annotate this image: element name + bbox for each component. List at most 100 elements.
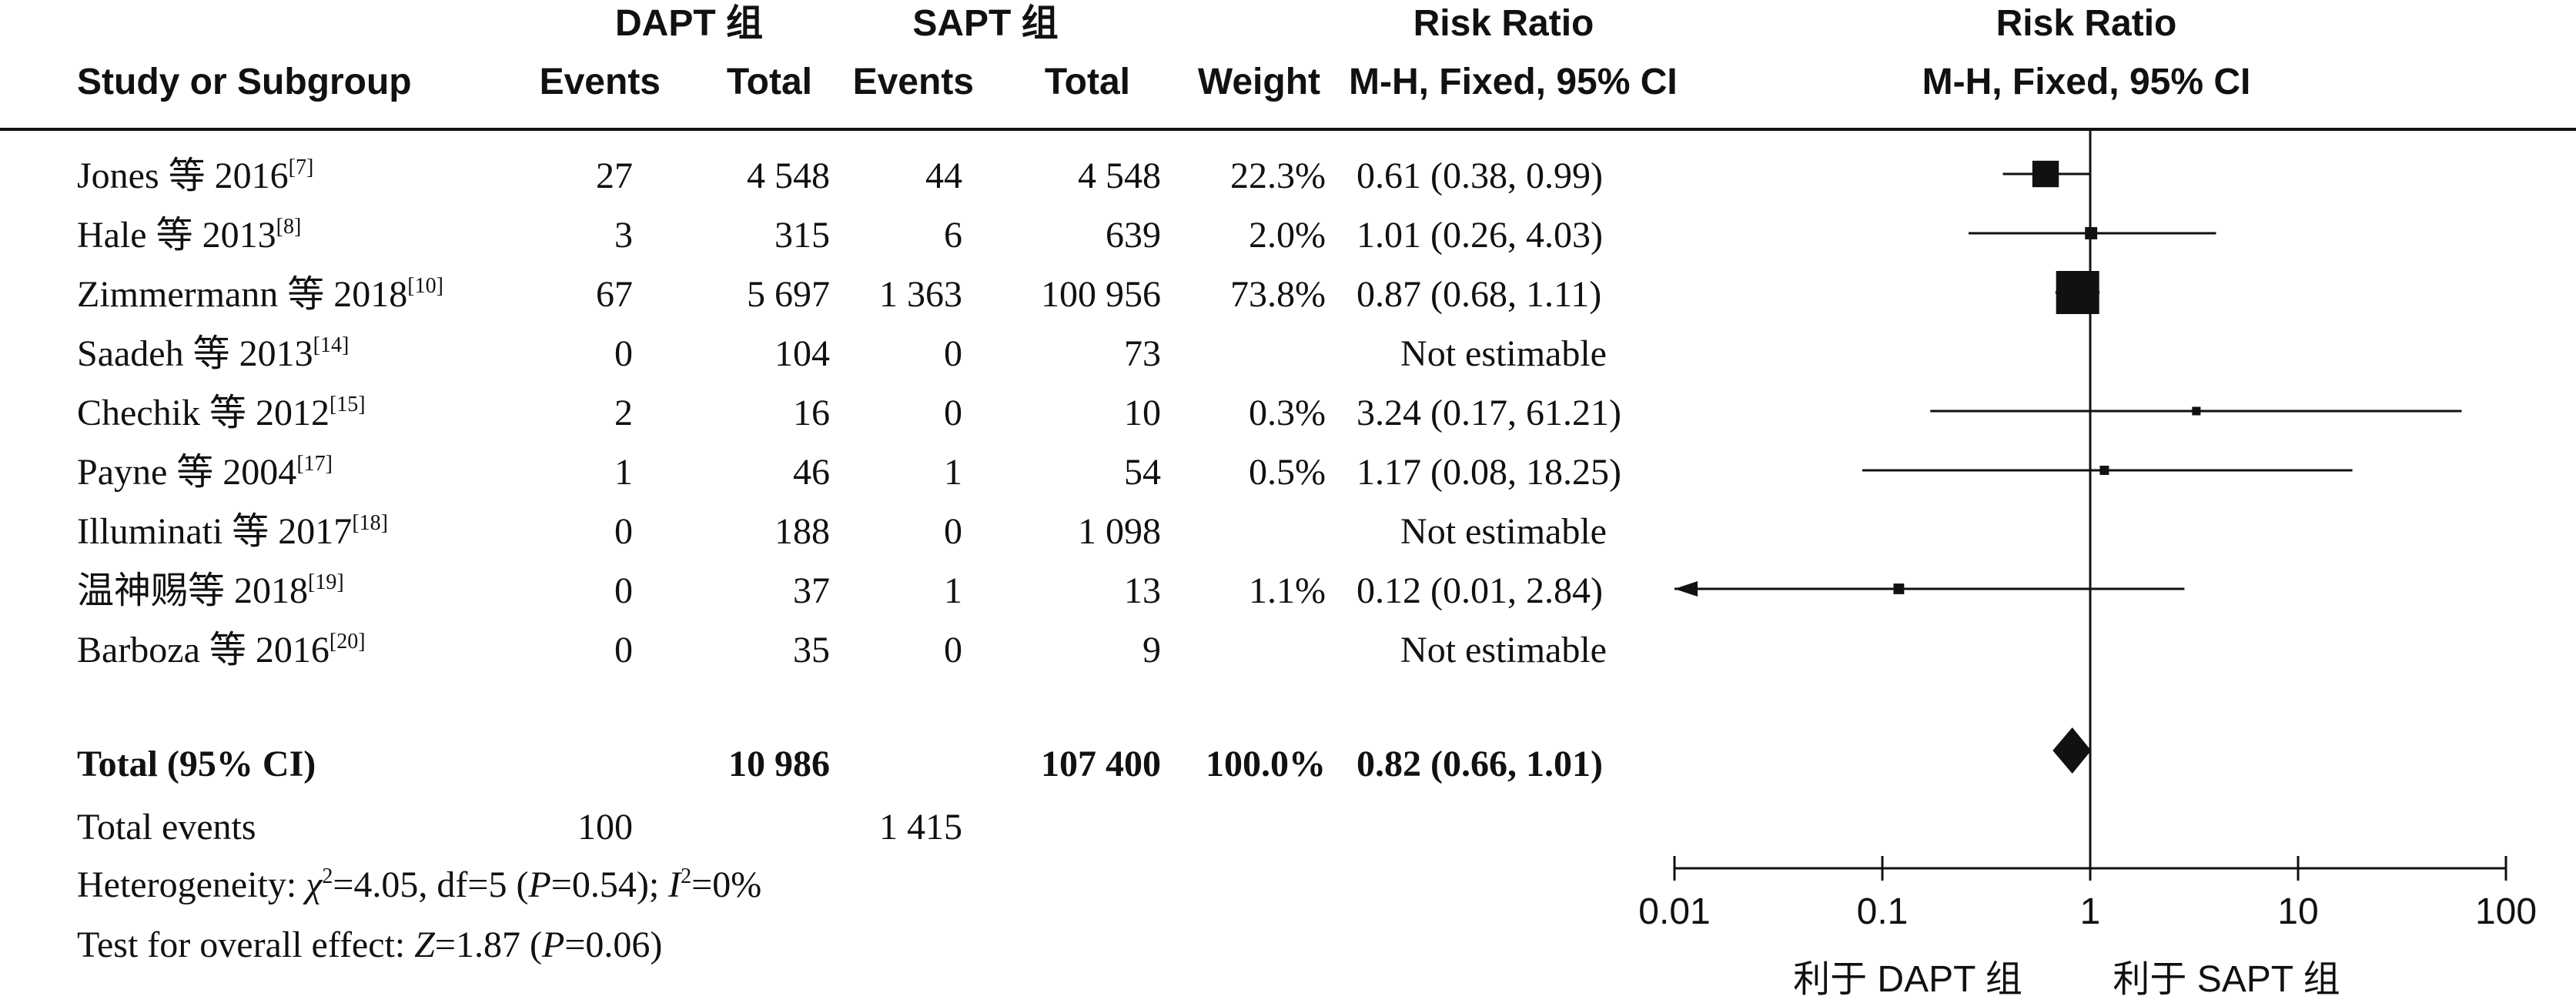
x-tick-label: 1 [2080, 891, 2101, 932]
study-total1: 188 [774, 511, 830, 552]
study-name: Illuminati 等 2017[18] [77, 511, 388, 552]
study-events2: 44 [925, 155, 962, 196]
header-total1: Total [727, 62, 812, 102]
study-events1: 67 [596, 274, 633, 315]
study-row: 温神赐等 2018[19] 0 37 1 13 1.1% 0.12 (0.01, 2.84) [77, 570, 2185, 611]
overall-effect-text: Test for overall effect: Z=1.87 (P=0.06) [77, 924, 662, 965]
study-events2: 0 [944, 511, 962, 552]
study-total2: 1 098 [1078, 511, 1161, 552]
study-name: 温神赐等 2018[19] [77, 570, 344, 611]
heterogeneity-text: Heterogeneity: χ2=4.05, df=5 (P=0.54); I… [77, 864, 761, 905]
study-weight: 0.3% [1249, 393, 1326, 433]
study-rr-ci: 1.01 (0.26, 4.03) [1357, 215, 1603, 256]
header-rr-title-plot: Risk Ratio [1996, 3, 2177, 44]
point-estimate [1893, 583, 1905, 594]
study-rr-ci: 0.12 (0.01, 2.84) [1357, 570, 1603, 611]
ci-arrow [1674, 581, 1698, 597]
study-events2: 0 [944, 630, 962, 670]
study-events1: 0 [614, 511, 633, 552]
study-row: Chechik 等 2012[15] 2 16 0 10 0.3% 3.24 (0.17, … [77, 393, 2462, 433]
study-total2: 54 [1124, 452, 1161, 493]
study-events1: 3 [614, 215, 633, 256]
total-weight: 100.0% [1206, 744, 1326, 784]
study-total1: 46 [793, 452, 830, 493]
x-tick-label: 10 [2277, 891, 2318, 932]
study-rows: Jones 等 2016[7] 27 4 548 44 4 548 22.3% 0.61 (… [77, 155, 2462, 670]
study-events2: 6 [944, 215, 962, 256]
total-events1: 100 [577, 807, 633, 848]
study-name: Barboza 等 2016[20] [77, 630, 366, 670]
study-events2: 0 [944, 333, 962, 374]
total-events-label: Total events [77, 807, 256, 848]
study-rr-ci: 0.87 (0.68, 1.11) [1357, 274, 1601, 315]
point-estimate [2056, 271, 2099, 314]
header-group1: DAPT 组 [615, 3, 763, 44]
study-row: Hale 等 2013[8] 3 315 6 639 2.0% 1.01 (0.26, 4.… [77, 215, 2216, 256]
study-total2: 9 [1142, 630, 1161, 670]
study-total2: 73 [1124, 333, 1161, 374]
header-method-plot: M-H, Fixed, 95% CI [1922, 62, 2251, 102]
overall-diamond [2052, 727, 2092, 774]
study-row: Barboza 等 2016[20] 0 35 0 9 Not estimable [77, 630, 1607, 670]
study-total2: 10 [1124, 393, 1161, 433]
header-method: M-H, Fixed, 95% CI [1349, 62, 1678, 102]
header-events2: Events [853, 62, 974, 102]
point-estimate [2192, 406, 2201, 416]
study-rr-ci: Not estimable [1400, 511, 1607, 552]
study-weight: 2.0% [1249, 215, 1326, 256]
study-total1: 315 [774, 215, 830, 256]
study-row: Illuminati 等 2017[18] 0 188 0 1 098 Not estim… [77, 511, 1607, 552]
study-total2: 100 956 [1041, 274, 1161, 315]
study-events1: 0 [614, 570, 633, 611]
study-row: Saadeh 等 2013[14] 0 104 0 73 Not estimable [77, 333, 1607, 374]
study-events1: 27 [596, 155, 633, 196]
header-group2: SAPT 组 [912, 3, 1058, 44]
study-name: Chechik 等 2012[15] [77, 393, 366, 433]
study-events1: 0 [614, 630, 633, 670]
total-rr: 0.82 (0.66, 1.01) [1357, 744, 1603, 784]
study-weight: 22.3% [1230, 155, 1326, 196]
plot-area: 0.01 0.1 1 10 100 [1638, 129, 2537, 932]
study-events1: 0 [614, 333, 633, 374]
study-events2: 1 [944, 452, 962, 493]
header-study: Study or Subgroup [77, 62, 412, 102]
study-total2: 4 548 [1078, 155, 1161, 196]
favours-left-label: 利于 DAPT 组 [1793, 959, 2022, 1000]
study-name: Hale 等 2013[8] [77, 215, 301, 256]
study-rr-ci: Not estimable [1400, 333, 1607, 374]
study-name: Saadeh 等 2013[14] [77, 333, 349, 374]
study-rr-ci: 3.24 (0.17, 61.21) [1357, 393, 1621, 433]
study-events1: 1 [614, 452, 633, 493]
study-events2: 1 363 [879, 274, 962, 315]
study-total1: 4 548 [747, 155, 830, 196]
study-total2: 13 [1124, 570, 1161, 611]
study-total1: 5 697 [747, 274, 830, 315]
study-row: Jones 等 2016[7] 27 4 548 44 4 548 22.3% 0.61 (… [77, 155, 2089, 196]
x-tick-label: 0.1 [1857, 891, 1909, 932]
header-events1: Events [540, 62, 661, 102]
study-rr-ci: Not estimable [1400, 630, 1607, 670]
point-estimate [2099, 466, 2109, 475]
study-events2: 1 [944, 570, 962, 611]
total-events2: 1 415 [879, 807, 962, 848]
x-tick-label: 100 [2475, 891, 2537, 932]
header-rr-title: Risk Ratio [1413, 3, 1594, 44]
point-estimate [2032, 160, 2059, 188]
study-name: Payne 等 2004[17] [77, 452, 333, 493]
study-row: Zimmermann 等 2018[10] 67 5 697 1 363 100 956… [77, 271, 2100, 315]
study-name: Zimmermann 等 2018[10] [77, 274, 443, 315]
x-tick-label: 0.01 [1638, 891, 1710, 932]
study-total1: 104 [774, 333, 830, 374]
study-total1: 16 [793, 393, 830, 433]
study-rr-ci: 1.17 (0.08, 18.25) [1357, 452, 1621, 493]
study-weight: 73.8% [1230, 274, 1326, 315]
study-weight: 0.5% [1249, 452, 1326, 493]
total-total2: 107 400 [1041, 744, 1161, 784]
study-total1: 37 [793, 570, 830, 611]
study-weight: 1.1% [1249, 570, 1326, 611]
favours-right-label: 利于 SAPT 组 [2113, 959, 2340, 1000]
study-total1: 35 [793, 630, 830, 670]
total-total1: 10 986 [728, 744, 830, 784]
study-row: Payne 等 2004[17] 1 46 1 54 0.5% 1.17 (0.08, 18… [77, 452, 2353, 493]
